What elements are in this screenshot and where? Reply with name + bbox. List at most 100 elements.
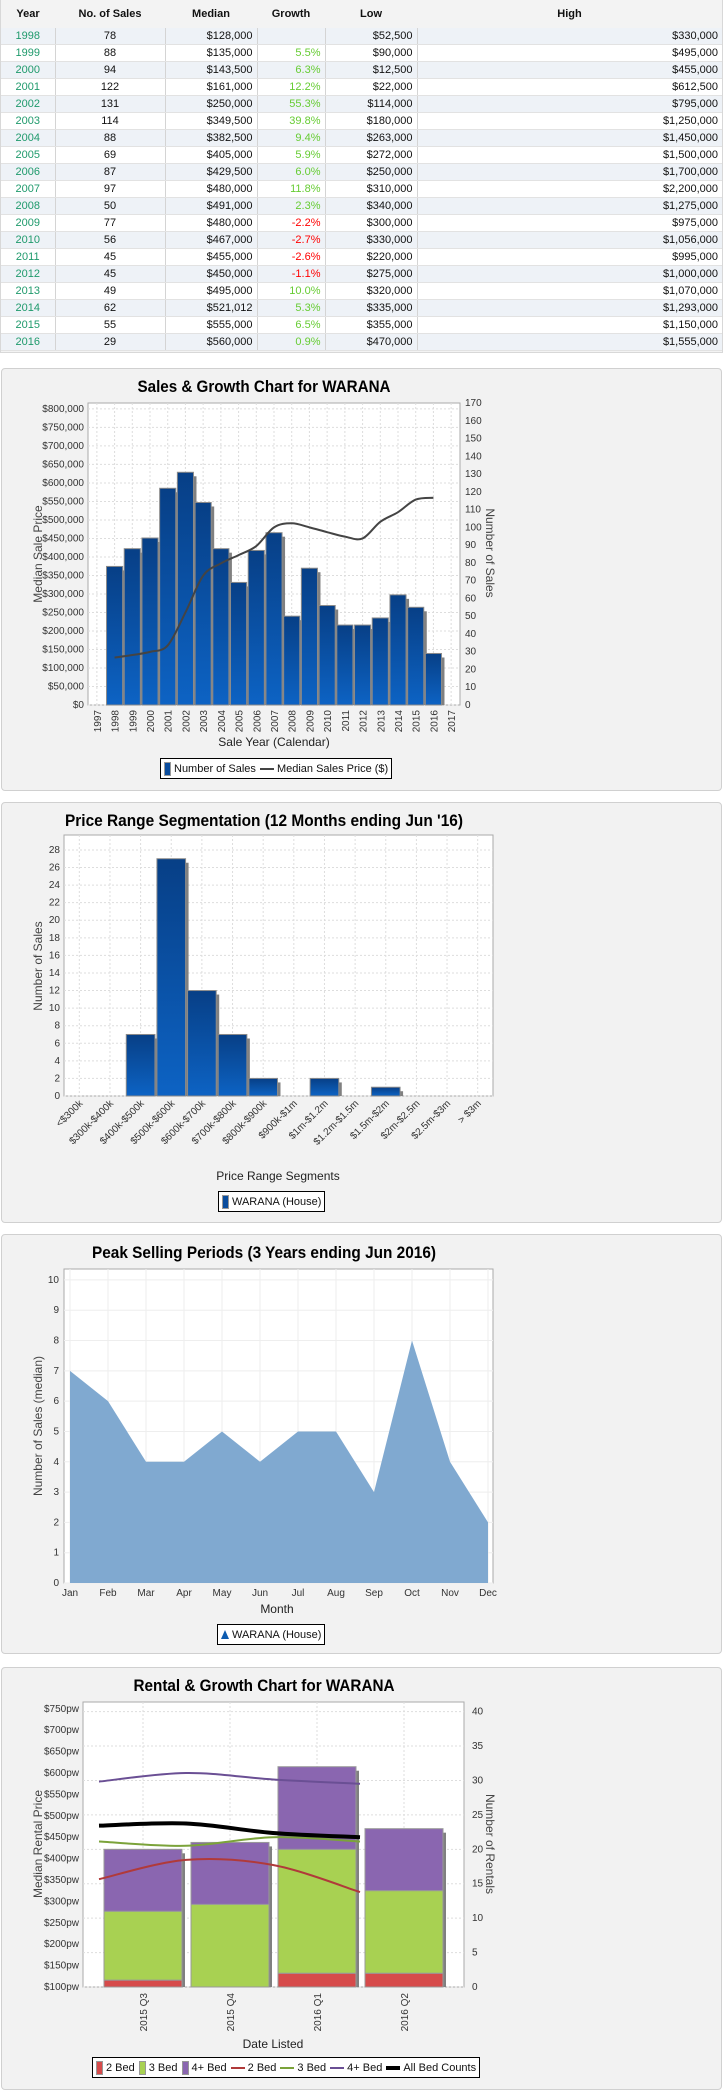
table-row: 1999 88 $135,000 5.5% $90,000 $495,000 <box>1 44 722 62</box>
high-cell: $1,250,000 <box>417 112 722 130</box>
x-tick-label: 2003 <box>199 710 210 733</box>
table-header-row: Year No. of Sales Median Growth Low High <box>1 0 722 28</box>
low-cell: $272,000 <box>325 146 418 164</box>
right-tick-label: 20 <box>465 664 477 675</box>
bar-segment-3-bed <box>190 1903 270 1988</box>
bar-swatch-icon <box>96 2060 103 2075</box>
table-row: 2004 88 $382,500 9.4% $263,000 $1,450,000 <box>1 129 722 147</box>
sales-count-cell: 49 <box>55 282 166 300</box>
median-cell: $521,012 <box>165 299 258 317</box>
low-cell: $12,500 <box>325 61 418 79</box>
bar-price-range <box>187 990 217 1097</box>
axis-title-ylabel-right: Number of Rentals <box>483 1794 497 1894</box>
high-cell: $1,450,000 <box>417 129 722 147</box>
high-cell: $1,275,000 <box>417 197 722 215</box>
right-tick-label: 10 <box>472 1913 484 1924</box>
area-warana-house <box>70 1340 488 1583</box>
low-cell: $335,000 <box>325 299 418 317</box>
median-cell: $143,500 <box>165 61 258 79</box>
sales-count-cell: 62 <box>55 299 166 317</box>
growth-cell: 10.0% <box>257 282 326 300</box>
bar-price-range <box>309 1077 340 1097</box>
y-tick-label: 26 <box>49 863 61 874</box>
legend-item: All Bed Counts <box>386 2062 476 2074</box>
y-tick-label: 6 <box>54 1038 60 1049</box>
bar-number-of-sales <box>141 537 159 706</box>
bar-number-of-sales <box>247 549 265 706</box>
bar-segment-4-bed <box>190 1841 270 1905</box>
bar-number-of-sales <box>300 567 318 706</box>
legend-label: Median Sales Price ($) <box>276 762 389 775</box>
median-cell: $560,000 <box>165 333 258 351</box>
left-tick-label: $350pw <box>44 1875 80 1886</box>
left-tick-label: $350,000 <box>42 570 84 581</box>
sales-count-cell: 114 <box>55 112 166 130</box>
x-tick-label: Nov <box>441 1588 459 1599</box>
x-tick-label: Jun <box>252 1588 268 1599</box>
right-tick-label: 110 <box>465 505 481 516</box>
year-cell: 2001 <box>1 78 56 96</box>
low-cell: $275,000 <box>325 265 418 283</box>
table-row: 1998 78 $128,000 $52,500 $330,000 <box>1 28 722 45</box>
low-cell: $310,000 <box>325 180 418 198</box>
high-cell: $1,555,000 <box>417 333 722 351</box>
year-cell: 2000 <box>1 61 56 79</box>
legend-item-warana-house: WARANA (House) <box>222 1194 322 1209</box>
year-cell: 2007 <box>1 180 56 198</box>
sales-count-cell: 131 <box>55 95 166 113</box>
year-cell: 2009 <box>1 214 56 232</box>
growth-cell: -2.6% <box>257 248 326 266</box>
table-row: 2016 29 $560,000 0.9% $470,000 $1,555,000 <box>1 333 722 351</box>
y-tick-label: 5 <box>53 1426 59 1437</box>
x-tick-label: 2016 Q2 <box>400 1993 411 2032</box>
year-cell: 2008 <box>1 197 56 215</box>
median-cell: $250,000 <box>165 95 258 113</box>
bar-segment-3-bed <box>364 1890 444 1974</box>
y-tick-label: 0 <box>53 1578 59 1589</box>
year-cell: 1999 <box>1 44 56 62</box>
legend-item-number-of-sales: Number of Sales <box>164 761 256 776</box>
x-tick-label: 2008 <box>288 710 299 733</box>
y-tick-label: 7 <box>53 1366 59 1377</box>
price-range-chart: 0246810121416182022242628<$300k$300k-$40… <box>31 811 494 1183</box>
y-tick-label: 12 <box>49 986 61 997</box>
legend-label: WARANA (House) <box>232 1195 322 1208</box>
left-tick-label: $150pw <box>44 1961 80 1972</box>
year-cell: 1998 <box>1 28 56 45</box>
growth-cell <box>257 28 326 45</box>
left-tick-label: $0 <box>73 700 85 711</box>
table-body: 1998 78 $128,000 $52,500 $330,000 1999 88 $135,… <box>1 28 722 351</box>
x-tick-label: 2000 <box>146 710 157 733</box>
bar-segment-2-bed <box>364 1972 444 1988</box>
sales-count-cell: 50 <box>55 197 166 215</box>
axis-title-ylabel: Number of Sales <box>31 921 45 1010</box>
price-range-chart-panel: 0 2 4 6 8 10 12 14 16 18 20 22 24 26 28 <$300k $300k-$40… <box>1 802 722 1223</box>
x-tick-label: 2015 <box>412 710 423 733</box>
sales-count-cell: 97 <box>55 180 166 198</box>
median-cell: $135,000 <box>165 44 258 62</box>
x-tick-label: May <box>213 1588 232 1599</box>
right-tick-label: 40 <box>472 1707 484 1718</box>
bar-number-of-sales <box>106 565 124 706</box>
chart-title: Price Range Segmentation (12 Months endi… <box>65 811 463 830</box>
median-cell: $128,000 <box>165 28 258 45</box>
bar-price-range <box>248 1077 279 1097</box>
x-tick-label: 2006 <box>252 710 263 733</box>
table-row: 2007 97 $480,000 11.8% $310,000 $2,200,000 <box>1 180 722 198</box>
column-header: No. of Sales <box>55 0 165 28</box>
low-cell: $114,000 <box>325 95 418 113</box>
right-tick-label: 80 <box>465 558 477 569</box>
right-tick-label: 170 <box>465 398 482 409</box>
growth-cell: 5.5% <box>257 44 326 62</box>
growth-cell: 55.3% <box>257 95 326 113</box>
table-row: 2008 50 $491,000 2.3% $340,000 $1,275,000 <box>1 197 722 215</box>
bar-swatch-icon <box>138 2060 146 2075</box>
peak-selling-chart-panel: 0 1 2 3 4 5 6 7 8 9 10 Jan Feb Mar Apr May Jun Jul Aug Sep O… <box>1 1234 722 1654</box>
right-tick-label: 10 <box>465 682 477 693</box>
bar-number-of-sales <box>424 652 442 706</box>
x-tick-label: 1997 <box>93 710 104 733</box>
median-cell: $349,500 <box>165 112 258 130</box>
line-2-bed <box>98 1857 361 1893</box>
y-tick-label: 16 <box>49 950 61 961</box>
sales-history-table: Year No. of Sales Median Growth Low High 1998… <box>1 0 722 351</box>
